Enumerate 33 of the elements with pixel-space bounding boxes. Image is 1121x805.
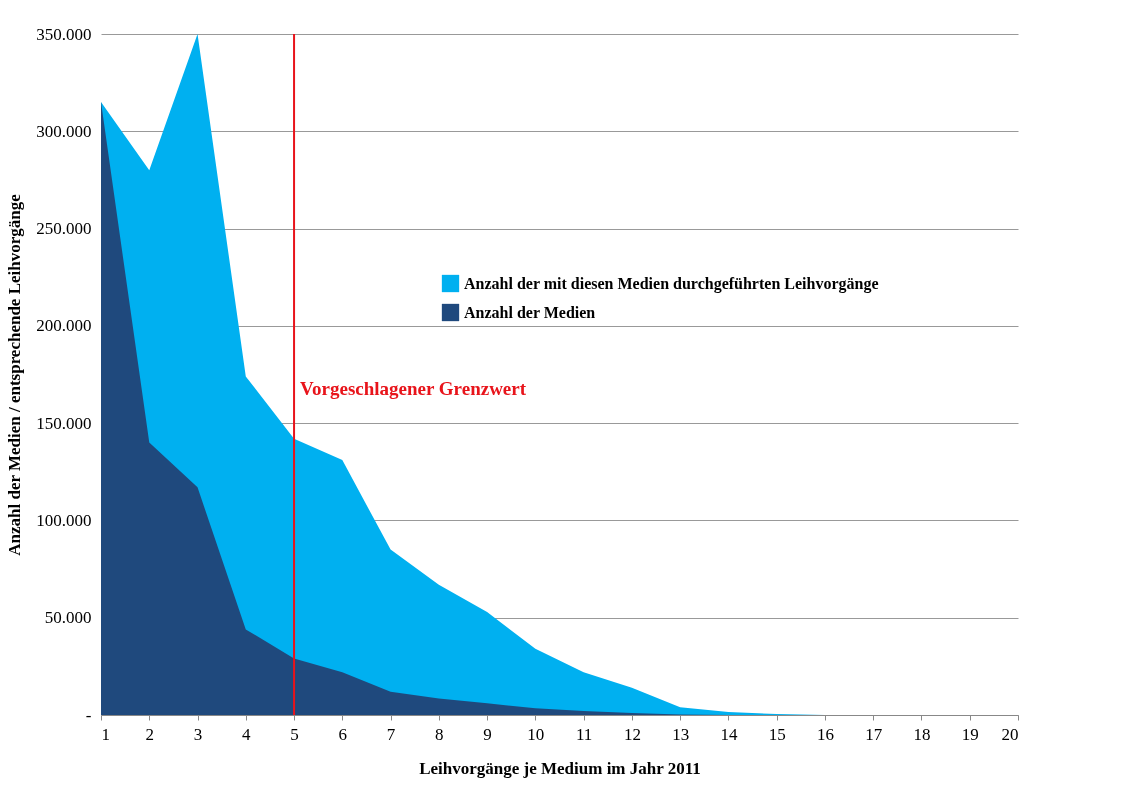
x-tick-label: 3	[193, 724, 203, 744]
x-tick-label: 16	[816, 724, 834, 744]
legend-label: Anzahl der mit diesen Medien durchgeführten Leihvorgänge	[464, 274, 879, 293]
x-tick-label: 8	[435, 724, 444, 744]
x-tick-label: 11	[575, 724, 593, 744]
y-tick-label: 100.000	[36, 510, 92, 530]
x-tick-label: 19	[961, 724, 979, 744]
y-tick-label: 350.000	[36, 24, 92, 44]
x-tick-label: 18	[913, 724, 931, 744]
x-tick-label: 1	[101, 724, 110, 744]
x-tick-label: 20	[1001, 724, 1019, 744]
x-tick-label: 12	[623, 724, 641, 744]
x-tick-label: 4	[242, 724, 252, 744]
y-tick-label: 50.000	[44, 608, 92, 628]
x-tick-label: 5	[290, 724, 299, 744]
x-tick-label: 6	[338, 724, 348, 744]
x-tick-label: 7	[386, 724, 396, 744]
x-axis-title: Leihvorgänge je Medium im Jahr 2011	[419, 758, 701, 778]
x-tick-label: 9	[483, 724, 492, 744]
ref-line-label: Vorgeschlagener Grenzwert	[300, 377, 527, 399]
legend-label: Anzahl der Medien	[464, 303, 596, 321]
x-tick-label: 17	[865, 724, 883, 744]
x-tick-label: 13	[672, 724, 690, 744]
y-tick-label: -	[85, 705, 92, 725]
y-tick-label: 250.000	[36, 219, 92, 239]
x-tick-label: 15	[768, 724, 786, 744]
x-tick-label: 2	[145, 724, 155, 744]
x-tick-label: 10	[527, 724, 545, 744]
x-tick-label: 14	[720, 724, 738, 744]
y-tick-label: 300.000	[36, 121, 92, 141]
y-tick-label: 150.000	[36, 413, 92, 433]
y-axis-title: Anzahl der Medien / entsprechende Leihvorgänge	[5, 193, 25, 556]
y-tick-label: 200.000	[36, 316, 92, 336]
